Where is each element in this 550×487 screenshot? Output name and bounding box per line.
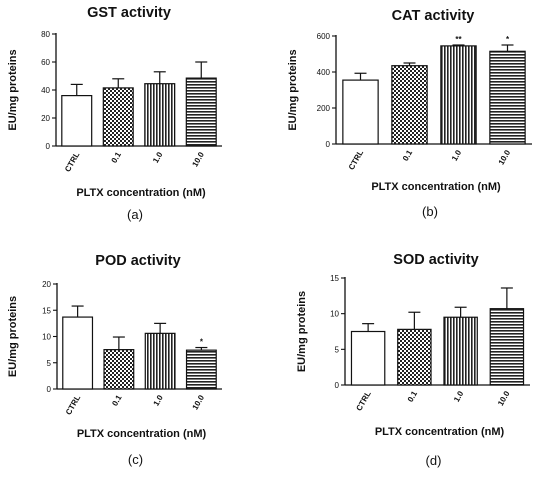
- cat-category-label-3: 10.0: [497, 148, 513, 166]
- pod-title: POD activity: [95, 253, 180, 269]
- sod-bar-3: [489, 308, 525, 386]
- sod-category-label-2: 1.0: [452, 389, 466, 404]
- gst-category-label-3: 10.0: [190, 150, 206, 168]
- pod-y-axis-label: EU/mg proteins: [7, 296, 19, 377]
- pod-significance-3: *: [200, 338, 204, 347]
- cat-significance-3: *: [506, 35, 510, 44]
- sod-y-tick-label: 0: [335, 381, 340, 390]
- pod-y-tick-label: 0: [47, 385, 52, 394]
- sod-activity-chart: SOD activity EU/mg proteins 0 5 10 15 CTRL 0.1 1…: [296, 252, 530, 468]
- cat-bar-2: [440, 45, 477, 145]
- pod-bar-1: [103, 349, 135, 390]
- pod-category-label-3: 10.0: [191, 393, 207, 411]
- sod-title: SOD activity: [393, 252, 478, 268]
- sod-panel-label: (d): [426, 453, 442, 468]
- pod-category-label-2: 1.0: [152, 393, 166, 408]
- pod-x-axis-label: PLTX concentration (nM): [77, 428, 207, 440]
- pod-bar-3: [185, 349, 217, 390]
- gst-x-axis-label: PLTX concentration (nM): [76, 187, 206, 199]
- cat-bar-3: [489, 50, 526, 145]
- gst-category-label-0: CTRL: [63, 150, 82, 173]
- gst-y-axis-label: EU/mg proteins: [7, 49, 19, 130]
- sod-bar-1: [397, 328, 432, 386]
- gst-title: GST activity: [87, 5, 171, 21]
- pod-category-label-0: CTRL: [64, 393, 83, 416]
- cat-category-label-2: 1.0: [450, 148, 464, 163]
- cat-x-axis-label: PLTX concentration (nM): [371, 181, 501, 193]
- cat-bar-0: [342, 79, 379, 145]
- cat-category-label-0: CTRL: [347, 148, 366, 171]
- gst-bar-1: [102, 87, 134, 147]
- cat-bar-1: [391, 65, 428, 145]
- pod-bar-2: [144, 332, 176, 390]
- gst-y-tick-label: 20: [41, 114, 50, 123]
- gst-category-label-1: 0.1: [110, 150, 124, 165]
- gst-y-tick-label: 40: [41, 86, 50, 95]
- cat-activity-chart: CAT activity EU/mg proteins 0 200 400 600 CTRL…: [287, 8, 532, 219]
- sod-y-tick-label: 10: [330, 310, 339, 319]
- gst-category-label-2: 1.0: [151, 150, 165, 165]
- sod-y-tick-label: 15: [330, 274, 339, 283]
- pod-y-tick-label: 5: [47, 359, 52, 368]
- pod-y-tick-label: 20: [42, 280, 51, 289]
- sod-bar-2: [443, 316, 478, 386]
- gst-activity-chart: GST activity EU/mg proteins 0 20 40 60 80 CTRL 0…: [7, 5, 222, 222]
- cat-panel-label: (b): [422, 204, 438, 219]
- cat-significance-2: **: [455, 35, 462, 44]
- pod-category-label-1: 0.1: [110, 393, 124, 408]
- sod-y-tick-label: 5: [335, 345, 340, 354]
- pod-panel-label: (c): [128, 452, 143, 467]
- gst-panel-label: (a): [127, 207, 143, 222]
- cat-y-tick-label: 200: [317, 104, 331, 113]
- sod-bar-0: [350, 330, 386, 386]
- sod-x-axis-label: PLTX concentration (nM): [375, 426, 505, 438]
- gst-y-tick-label: 80: [41, 30, 50, 39]
- pod-activity-chart: POD activity EU/mg proteins 0 5 10 15 20 CTRL 0.…: [7, 253, 222, 467]
- sod-y-axis-label: EU/mg proteins: [296, 291, 308, 372]
- pod-y-tick-label: 15: [42, 306, 51, 315]
- cat-y-axis-label: EU/mg proteins: [287, 49, 299, 130]
- sod-category-label-0: CTRL: [354, 389, 373, 412]
- cat-y-tick-label: 600: [317, 32, 331, 41]
- pod-y-tick-label: 10: [42, 333, 51, 342]
- pod-bar-0: [62, 316, 94, 390]
- cat-y-tick-label: 0: [326, 140, 331, 149]
- sod-category-label-1: 0.1: [406, 389, 420, 404]
- sod-category-label-3: 10.0: [496, 389, 512, 407]
- gst-y-tick-label: 0: [46, 142, 51, 151]
- cat-title: CAT activity: [392, 8, 475, 24]
- cat-y-tick-label: 400: [317, 68, 331, 77]
- gst-bar-0: [61, 94, 93, 147]
- gst-bar-2: [144, 83, 176, 147]
- cat-category-label-1: 0.1: [401, 148, 415, 163]
- gst-y-tick-label: 60: [41, 58, 50, 67]
- gst-bar-3: [185, 77, 217, 147]
